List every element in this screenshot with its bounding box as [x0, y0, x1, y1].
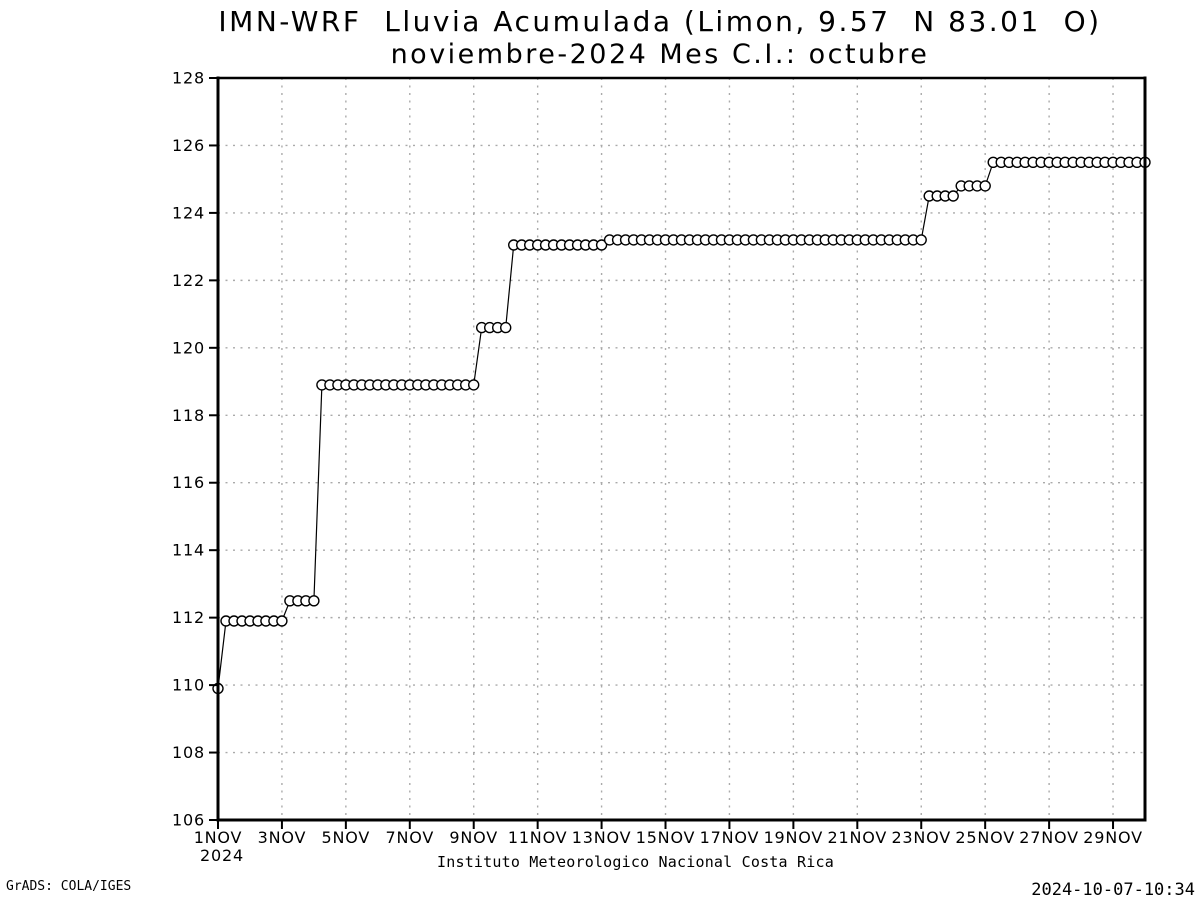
- gridlines: [218, 78, 1145, 820]
- series-lluvia-acumulada: [212, 156, 1151, 695]
- data-point-marker: [595, 239, 608, 251]
- y-tick-label: 108: [172, 743, 205, 762]
- y-tick-label: 112: [172, 608, 205, 627]
- y-tick-label: 124: [172, 203, 205, 222]
- x-tick-label: 15NOV: [636, 828, 696, 847]
- y-tick-label: 120: [172, 338, 205, 357]
- plot-frame: [216, 76, 1147, 822]
- x-axis-year-label: 2024: [200, 846, 244, 865]
- x-tick-label: 5NOV: [322, 828, 371, 847]
- x-tick-label: 23NOV: [891, 828, 951, 847]
- x-tick-label: 13NOV: [572, 828, 632, 847]
- x-tick-label: 25NOV: [955, 828, 1015, 847]
- data-point-marker: [308, 595, 320, 607]
- y-tick-label: 118: [172, 406, 205, 425]
- chart-title: IMN-WRF Lluvia Acumulada (Limon, 9.57 N …: [218, 5, 1102, 38]
- x-tick-label: 29NOV: [1083, 828, 1143, 847]
- x-tick-label: 7NOV: [385, 828, 434, 847]
- x-tick-label: 17NOV: [700, 828, 760, 847]
- data-point-marker: [979, 180, 991, 192]
- x-tick-label: 27NOV: [1019, 828, 1079, 847]
- y-tick-label: 106: [172, 811, 205, 830]
- data-point-marker: [947, 190, 959, 202]
- data-point-marker: [468, 379, 480, 391]
- x-tick-label: 21NOV: [828, 828, 888, 847]
- axis-ticks: [209, 77, 1115, 829]
- data-point-marker: [500, 321, 512, 334]
- x-tick-label: 1NOV: [194, 828, 243, 847]
- y-tick-label: 122: [172, 271, 205, 290]
- y-tick-label: 110: [172, 676, 205, 695]
- institution-caption: Instituto Meteorologico Nacional Costa R…: [437, 853, 834, 871]
- y-tick-label: 128: [172, 69, 205, 88]
- y-tick-label: 116: [172, 473, 205, 492]
- x-tick-label: 9NOV: [449, 828, 498, 847]
- chart-subtitle: noviembre-2024 Mes C.I.: octubre: [390, 39, 930, 70]
- data-point-marker: [276, 615, 288, 627]
- x-tick-label: 19NOV: [764, 828, 824, 847]
- y-tick-label: 114: [172, 541, 205, 560]
- x-tick-label: 3NOV: [258, 828, 307, 847]
- y-tick-label: 126: [172, 136, 205, 155]
- generation-timestamp: 2024-10-07-10:34: [1031, 880, 1195, 900]
- grads-credit-label: GrADS: COLA/IGES: [6, 879, 132, 894]
- axis-tick-labels: 1NOV 3NOV 5NOV 7NOV 9NOV 11NOV 13NOV 15NOV 17NOV…: [172, 69, 1143, 866]
- data-point-marker: [915, 234, 927, 246]
- x-tick-label: 11NOV: [508, 828, 568, 847]
